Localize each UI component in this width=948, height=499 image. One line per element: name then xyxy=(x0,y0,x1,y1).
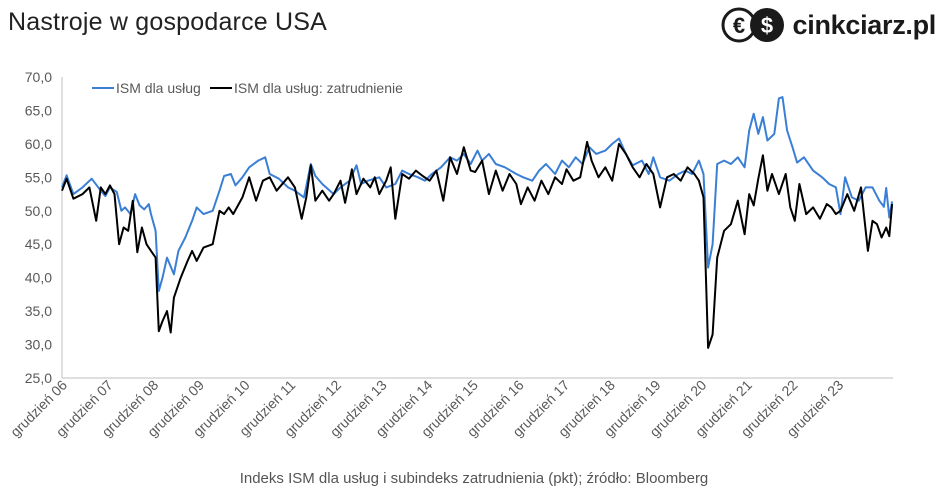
y-tick-label: 60,0 xyxy=(25,136,52,152)
ism-employment-line xyxy=(61,140,894,349)
y-tick-label: 65,0 xyxy=(25,102,52,118)
logo[interactable]: € $ cinkciarz.pl xyxy=(721,6,936,44)
svg-text:€: € xyxy=(732,13,744,38)
y-tick-label: 50,0 xyxy=(25,203,52,219)
chart-caption: Indeks ISM dla usług i subindeks zatrudn… xyxy=(239,470,709,487)
line-chart: 25,0 30,0 35,0 40,0 45,0 50,0 55,0 60,0 65,0 70,0… xyxy=(7,69,894,440)
y-tick-label: 30,0 xyxy=(25,337,52,353)
y-tick-label: 45,0 xyxy=(25,236,52,252)
logo-text: cinkciarz.pl xyxy=(792,9,937,40)
svg-text:$: $ xyxy=(760,13,772,38)
y-tick-label: 25,0 xyxy=(25,370,52,386)
euro-dollar-coins-icon: € $ xyxy=(721,7,784,43)
legend-label-ism: ISM dla usług xyxy=(116,80,201,96)
legend: ISM dla usług ISM dla usług: zatrudnienie xyxy=(92,80,403,96)
y-tick-label: 70,0 xyxy=(25,69,52,85)
y-tick-label: 35,0 xyxy=(25,303,52,319)
y-tick-label: 40,0 xyxy=(25,270,52,286)
page-title: Nastroje w gospodarce USA xyxy=(8,8,328,36)
legend-label-employment: ISM dla usług: zatrudnienie xyxy=(234,80,403,96)
y-tick-label: 55,0 xyxy=(25,169,52,185)
